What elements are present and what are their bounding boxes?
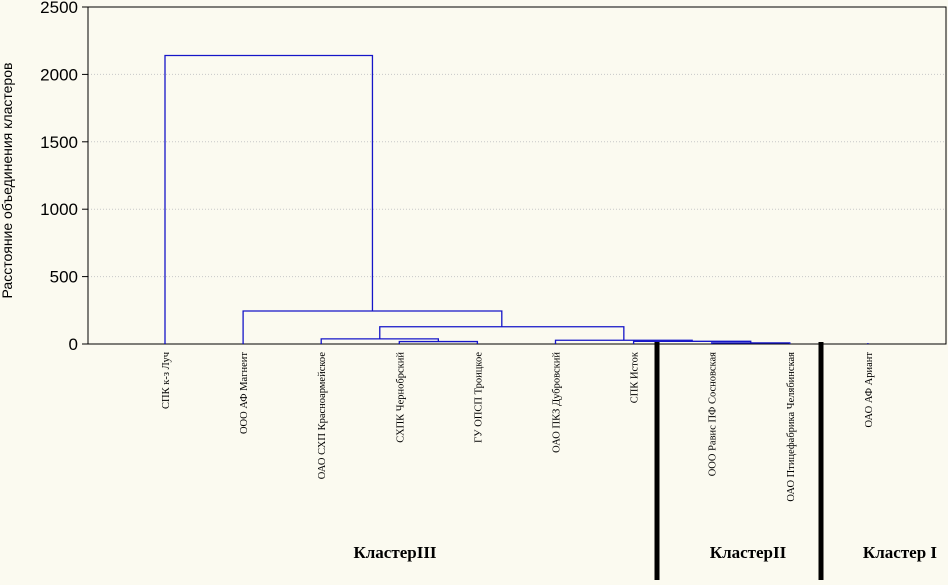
leaf-label-5: ГУ ОПСП Троицкое xyxy=(473,352,484,443)
leaf-label-6: ОАО ПКЗ Дубровский xyxy=(552,352,563,453)
y-tick-label-0: 0 xyxy=(69,335,78,354)
cluster-label-3: Кластер I xyxy=(863,543,938,562)
leaf-label-10: ОАО АФ Ариант xyxy=(864,352,875,428)
y-axis: 0 500 1000 1500 2000 2500 xyxy=(40,0,88,354)
merge-link-2 xyxy=(320,338,439,344)
leaf-label-7: СПК Исток xyxy=(630,351,641,403)
leaf-label-8: ООО Равис ПФ Сосновская xyxy=(708,352,719,476)
y-tick-label-500: 500 xyxy=(50,268,78,287)
cluster-separators xyxy=(654,342,824,580)
merge-link-5 xyxy=(554,339,693,344)
leaf-label-3: ОАО СХП Красноармейское xyxy=(317,352,328,480)
y-axis-label: Расстояние объединения кластеров xyxy=(0,63,15,299)
merge-link-6 xyxy=(379,326,625,341)
cluster-labels: КластерIII КластерII Кластер I xyxy=(353,543,937,562)
merge-link-8 xyxy=(164,54,374,344)
grid-lines xyxy=(88,73,946,278)
cluster-label-2: КластерII xyxy=(710,543,787,562)
merge-link-1 xyxy=(398,340,479,344)
dendrogram-links xyxy=(164,54,869,344)
y-tick-label-2000: 2000 xyxy=(40,65,78,84)
y-tick-label-2500: 2500 xyxy=(40,0,78,17)
leaf-labels: СПК к-з Луч ООО АФ Магнеит ОАО СХП Красноа… xyxy=(161,351,875,502)
cluster-label-1: КластерIII xyxy=(353,543,436,562)
y-tick-label-1500: 1500 xyxy=(40,133,78,152)
plot-frame xyxy=(87,6,947,345)
leaf-label-4: СХПК Чернобрский xyxy=(395,352,406,443)
leaf-label-1: СПК к-з Луч xyxy=(161,351,172,409)
leaf-label-9: ОАО Птицефабрика Челябинская xyxy=(786,352,797,502)
leaf-label-2: ООО АФ Магнеит xyxy=(239,352,250,434)
y-tick-label-1000: 1000 xyxy=(40,200,78,219)
